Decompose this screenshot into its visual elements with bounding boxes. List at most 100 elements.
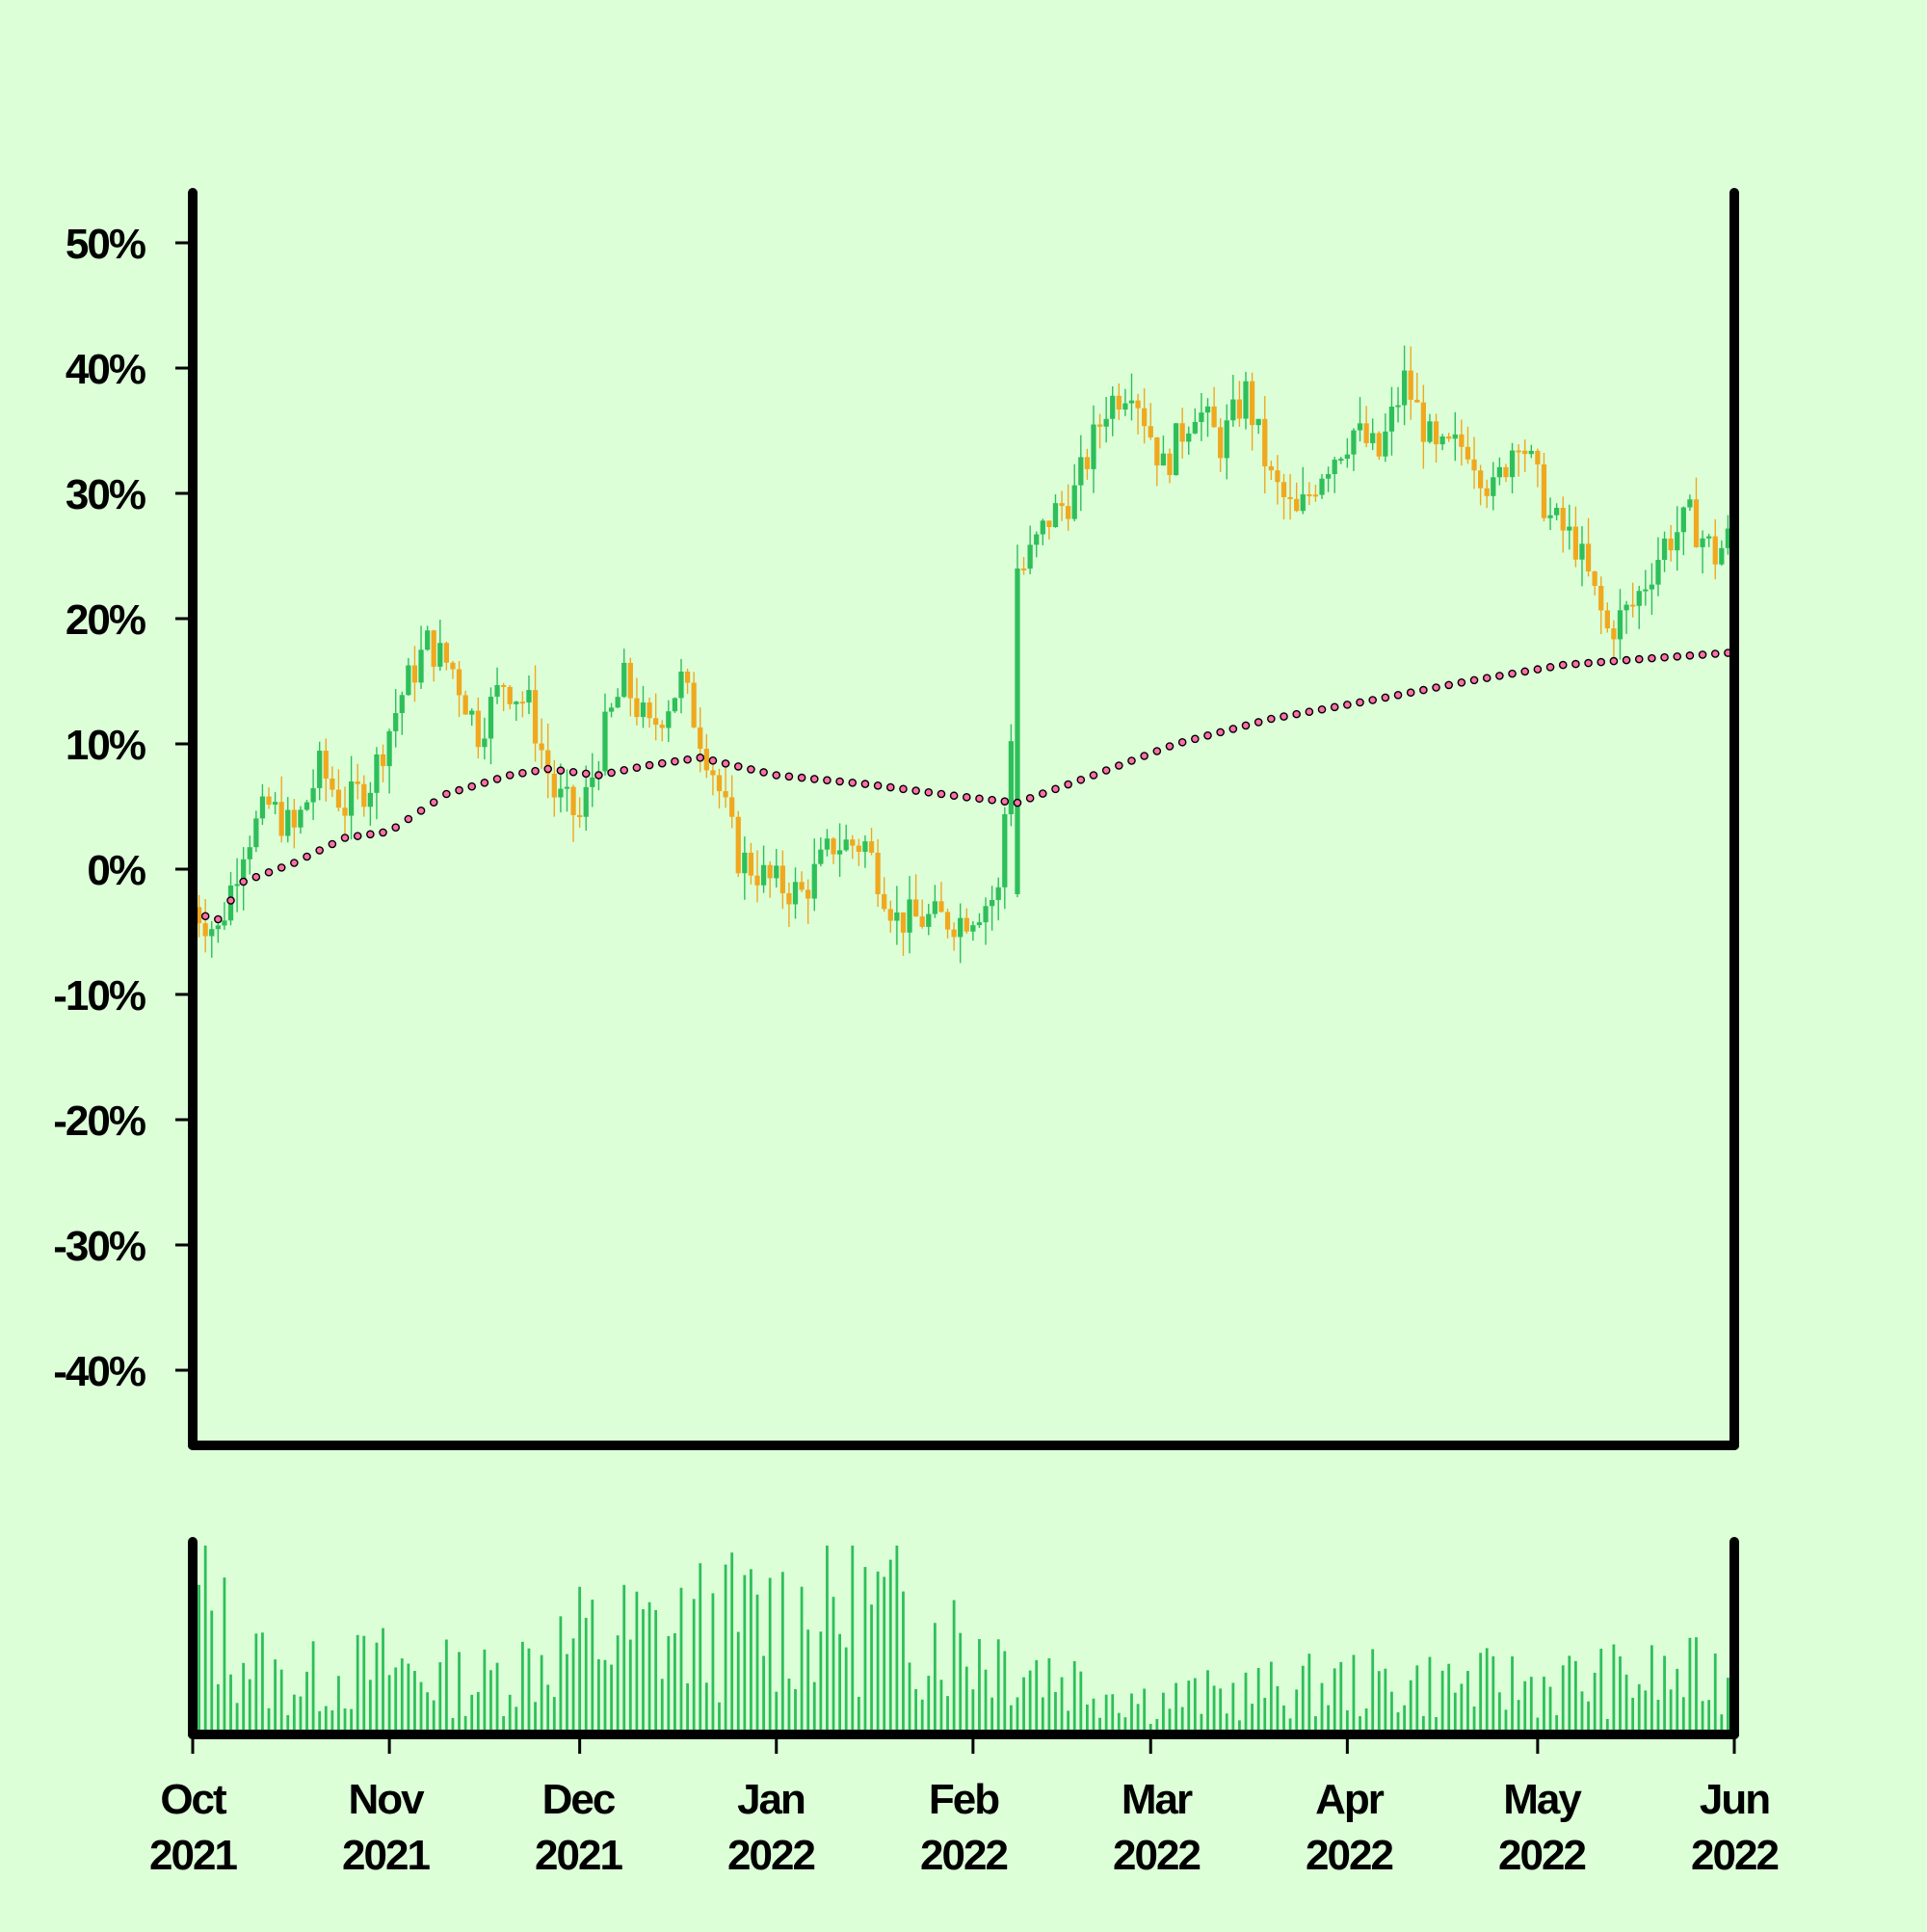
moving-average-point bbox=[455, 785, 463, 795]
volume-bar bbox=[1536, 1717, 1540, 1734]
volume-bar bbox=[762, 1655, 765, 1734]
volume-bar bbox=[1561, 1665, 1565, 1734]
candle-body bbox=[1192, 421, 1198, 434]
volume-bar bbox=[495, 1662, 499, 1734]
candle-body bbox=[894, 912, 900, 921]
volume-bar bbox=[1656, 1700, 1660, 1734]
candle-body bbox=[1383, 431, 1388, 457]
candle-body bbox=[456, 669, 462, 696]
candle-body bbox=[222, 920, 227, 926]
moving-average-point bbox=[581, 769, 591, 779]
volume-bar bbox=[1111, 1694, 1115, 1734]
volume-bar bbox=[350, 1708, 354, 1734]
moving-average-point bbox=[747, 765, 755, 774]
volume-bar bbox=[1377, 1671, 1381, 1734]
moving-average-point bbox=[683, 754, 692, 764]
volume-bar bbox=[1187, 1681, 1191, 1734]
candle-body bbox=[1395, 405, 1401, 408]
y-tick-label: 20% bbox=[66, 596, 145, 644]
volume-bar bbox=[1491, 1655, 1495, 1734]
candle-body bbox=[1516, 450, 1521, 453]
volume-bar bbox=[908, 1662, 911, 1734]
moving-average-point bbox=[1356, 698, 1364, 707]
candle-body bbox=[501, 684, 507, 687]
volume-bar bbox=[1352, 1654, 1356, 1734]
moving-average-point bbox=[1673, 651, 1682, 661]
candle-body bbox=[608, 707, 615, 712]
candle-body bbox=[1268, 465, 1274, 471]
x-tick-year: 2021 bbox=[535, 1832, 622, 1879]
candle-body bbox=[1319, 478, 1325, 495]
candle-body bbox=[1560, 508, 1566, 531]
volume-bar bbox=[343, 1708, 347, 1734]
candle-body bbox=[912, 899, 919, 917]
moving-average-point bbox=[911, 786, 920, 795]
moving-average-point bbox=[772, 771, 781, 780]
candle-body bbox=[1363, 423, 1369, 443]
volume-bar bbox=[324, 1706, 328, 1734]
volume-bar bbox=[1713, 1653, 1717, 1734]
candle-body bbox=[1528, 450, 1534, 455]
volume-bar bbox=[1206, 1670, 1209, 1734]
candle-body bbox=[875, 852, 881, 894]
moving-average-point bbox=[1177, 737, 1187, 747]
candle-body bbox=[196, 907, 202, 924]
candle-body bbox=[202, 923, 208, 937]
candle-body bbox=[964, 917, 969, 932]
moving-average-point bbox=[620, 766, 629, 775]
volume-bar bbox=[616, 1635, 620, 1734]
volume-bar bbox=[971, 1689, 975, 1734]
candle-body bbox=[1388, 406, 1395, 432]
candle-body bbox=[811, 863, 817, 899]
candle-body bbox=[1420, 402, 1426, 442]
moving-average-point bbox=[1292, 709, 1301, 719]
volume-bar bbox=[1219, 1688, 1223, 1734]
candle-body bbox=[1668, 538, 1674, 551]
x-tick-month: Feb bbox=[929, 1776, 999, 1823]
candle-body bbox=[583, 786, 589, 817]
volume-bar bbox=[1599, 1649, 1603, 1734]
moving-average-point bbox=[543, 764, 553, 774]
volume-bar bbox=[699, 1563, 702, 1734]
candle-body bbox=[1433, 421, 1439, 445]
volume-bar bbox=[787, 1679, 791, 1734]
moving-average-point bbox=[1368, 696, 1377, 704]
volume-bar bbox=[1327, 1705, 1331, 1734]
candle-body bbox=[754, 875, 760, 886]
candle-body bbox=[818, 849, 824, 864]
x-tick-month: Jan bbox=[737, 1776, 805, 1823]
moving-average-point bbox=[1432, 683, 1440, 692]
moving-average-point bbox=[492, 775, 502, 783]
candle-body bbox=[653, 718, 659, 726]
moving-average-series bbox=[188, 648, 1732, 924]
candle-body bbox=[431, 630, 436, 667]
candle-body bbox=[1148, 426, 1153, 437]
volume-bar bbox=[235, 1703, 239, 1734]
volume-bar bbox=[444, 1639, 448, 1734]
volume-bar bbox=[642, 1609, 645, 1734]
volume-bar bbox=[286, 1714, 290, 1734]
volume-bar bbox=[1016, 1697, 1019, 1734]
x-tick-month: Dec bbox=[542, 1776, 616, 1823]
candle-body bbox=[348, 781, 355, 816]
volume-bar bbox=[863, 1567, 867, 1734]
candle-body bbox=[437, 643, 443, 667]
candle-body bbox=[1204, 406, 1211, 413]
volume-bar bbox=[832, 1597, 835, 1734]
x-tick-month: Apr bbox=[1315, 1776, 1385, 1823]
candle-body bbox=[1071, 485, 1077, 519]
moving-average-point bbox=[1698, 650, 1707, 659]
moving-average-point bbox=[873, 781, 883, 790]
candle-body bbox=[1401, 370, 1408, 406]
candle-body bbox=[836, 850, 843, 855]
volume-bar bbox=[743, 1575, 747, 1734]
volume-bar bbox=[451, 1717, 455, 1734]
moving-average-point bbox=[1482, 674, 1491, 682]
volume-bar bbox=[1263, 1697, 1267, 1734]
volume-bar bbox=[520, 1641, 524, 1734]
volume-bar bbox=[1003, 1651, 1007, 1734]
volume-bar bbox=[603, 1659, 607, 1734]
candle-body bbox=[253, 818, 259, 848]
volume-bar bbox=[1288, 1718, 1292, 1734]
